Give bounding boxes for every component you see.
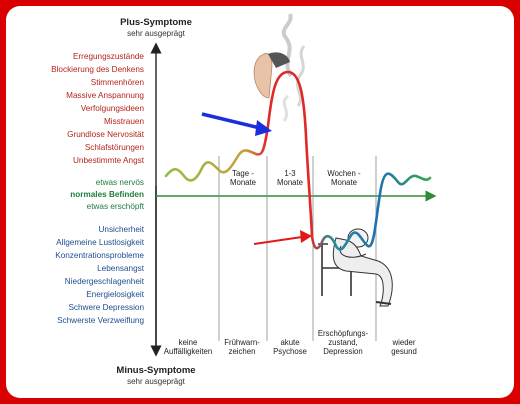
- minus-symptom: Allgemeine Lustlosigkeit: [56, 238, 144, 247]
- minus-symptom: Energielosigkeit: [86, 290, 144, 299]
- red-arrow-icon: [253, 230, 312, 245]
- blue-arrow-icon: [201, 112, 272, 136]
- plus-symptom: Schlafstörungen: [84, 143, 144, 152]
- duration-1-3-months: 1-3 Monate: [276, 169, 303, 187]
- minus-symptom: Schwerste Verzweiflung: [57, 316, 144, 325]
- duration-weeks: Wochen - Monate: [327, 169, 361, 187]
- stage-healthy-again: wieder gesund: [391, 338, 417, 356]
- top-axis-subtitle: sehr ausgeprägt: [127, 29, 185, 38]
- duration-days: Tage - Monate: [229, 169, 256, 187]
- plus-symptom: Massive Anspannung: [66, 91, 144, 100]
- symptom-curve: [164, 70, 432, 251]
- normal-label: normales Befinden: [70, 190, 144, 199]
- bottom-axis-subtitle: sehr ausgeprägt: [127, 377, 185, 386]
- sitting-person-icon: [318, 228, 393, 307]
- minus-symptom: Unsicherheit: [98, 225, 144, 234]
- diagram-frame: Plus-Symptome sehr ausgeprägt Minus-Symp…: [6, 6, 514, 398]
- minus-symptom: Schwere Depression: [68, 303, 144, 312]
- stage-acute-psychosis: akute Psychose: [273, 338, 307, 356]
- plus-symptom: Erregungszustände: [72, 52, 144, 61]
- top-axis-title: Plus-Symptome: [120, 17, 192, 28]
- stage-early-warning: Frühwarn- zeichen: [224, 338, 260, 356]
- bottom-axis-title: Minus-Symptome: [116, 365, 196, 376]
- plus-symptom: Stimmenhören: [90, 78, 144, 87]
- plus-symptom: Misstrauen: [103, 117, 144, 126]
- minus-symptom: Konzentrationsprobleme: [55, 251, 144, 260]
- exhausted-label: etwas erschöpft: [86, 202, 144, 211]
- minus-symptom: Niedergeschlagenheit: [64, 277, 144, 286]
- plus-symptom: Grundlose Nervosität: [67, 130, 144, 139]
- diagram-canvas: [150, 13, 437, 357]
- stage-exhaustion: Erschöpfungs- zustand, Depression: [317, 329, 369, 356]
- stage-no-symptoms: keine Auffälligkeiten: [163, 338, 213, 356]
- minus-symptom: Lebensangst: [97, 264, 144, 273]
- nervous-label: etwas nervös: [95, 178, 144, 187]
- smoke-icon: [281, 13, 306, 122]
- plus-symptom: Unbestimmte Angst: [73, 156, 144, 165]
- plus-symptom: Verfolgungsideen: [80, 104, 144, 113]
- face-profile-icon: [253, 52, 290, 99]
- plus-symptom: Blockierung des Denkens: [51, 65, 144, 74]
